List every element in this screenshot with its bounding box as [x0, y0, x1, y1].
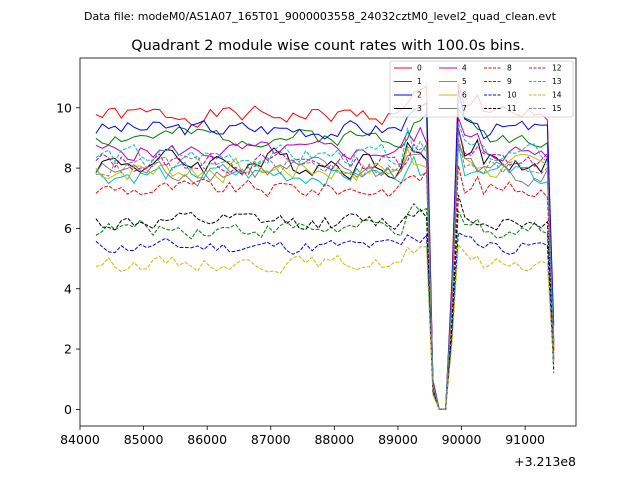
series-line-12	[95, 128, 555, 410]
x-tick-label: 89000	[378, 432, 418, 447]
legend-label: 1	[417, 77, 422, 86]
y-axis: 0 2 4 6 8 10	[56, 100, 80, 417]
legend-label: 6	[462, 91, 467, 100]
legend-label: 7	[462, 104, 467, 113]
legend-label: 10	[507, 91, 517, 100]
series-line-9	[95, 202, 555, 410]
x-offset-label: +3.213e8	[514, 454, 576, 469]
series-line-2	[95, 89, 555, 410]
legend-label: 13	[552, 77, 562, 86]
legend-label: 12	[552, 64, 562, 73]
y-tick-label: 4	[64, 281, 72, 296]
x-tick-label: 84000	[60, 432, 100, 447]
axes-frame	[79, 57, 577, 427]
legend-label: 8	[507, 64, 512, 73]
x-tick-label: 91000	[505, 432, 545, 447]
legend-label: 2	[417, 91, 422, 100]
axes-background	[80, 58, 576, 426]
series-line-14	[95, 243, 555, 410]
suptitle: Data file: modeM0/AS1A07_165T01_90000035…	[84, 10, 557, 23]
series-line-13	[95, 123, 555, 410]
legend-label: 11	[507, 104, 517, 113]
legend-label: 14	[552, 91, 562, 100]
series-line-7	[95, 142, 555, 410]
y-tick-label: 8	[64, 161, 72, 176]
x-tick-label: 85000	[124, 432, 164, 447]
series-line-11	[95, 194, 555, 410]
x-tick-label: 90000	[442, 432, 482, 447]
y-tick-label: 6	[64, 221, 72, 236]
y-tick-label: 2	[64, 342, 72, 357]
legend-label: 15	[552, 104, 562, 113]
series-layer	[95, 83, 555, 410]
series-line-6	[95, 140, 555, 410]
series-line-10	[95, 231, 555, 410]
plot-area	[80, 58, 576, 426]
y-tick-label: 10	[56, 100, 72, 115]
series-line-3	[95, 128, 555, 410]
chart-title: Quadrant 2 module wise count rates with …	[131, 38, 525, 54]
x-tick-label: 87000	[251, 432, 291, 447]
legend-box	[389, 60, 574, 118]
series-line-1	[95, 107, 555, 410]
legend-label: 3	[417, 104, 422, 113]
y-tick-label: 0	[64, 402, 72, 417]
x-axis: 84000 85000 86000 87000 88000 89000 90000 91000	[60, 426, 545, 447]
series-line-8	[95, 165, 555, 410]
x-tick-label: 88000	[314, 432, 354, 447]
series-line-15	[95, 137, 555, 410]
x-tick-label: 86000	[187, 432, 227, 447]
legend-label: 9	[507, 77, 512, 86]
legend-label: 4	[462, 64, 467, 73]
legend-label: 5	[462, 77, 467, 86]
series-line-4	[95, 117, 555, 410]
legend-label: 0	[417, 64, 422, 73]
